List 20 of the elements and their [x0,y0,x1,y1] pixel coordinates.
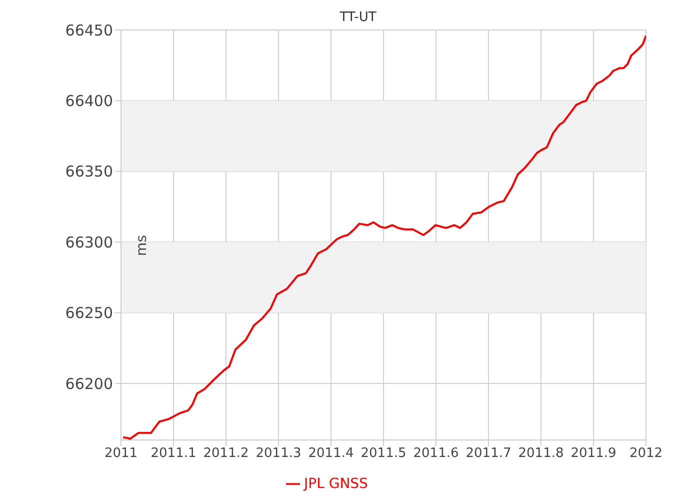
x-tick-label: 2011 [104,446,138,462]
x-tick-label: 2011.4 [308,446,354,462]
chart-title: TT-UT [340,10,376,25]
x-tick-label: 2011.2 [203,446,249,462]
y-tick-label: 66300 [65,233,113,252]
y-tick-label: 66350 [65,162,113,181]
x-tick-label: 2011.6 [413,446,459,462]
legend-label: JPL GNSS [304,476,368,492]
y-tick-label: 66200 [65,374,113,393]
x-tick-label: 2011.1 [150,446,196,462]
x-tick-label: 2012 [629,446,663,462]
x-tick-label: 2011.9 [570,446,616,462]
y-axis-title: ms [134,235,150,256]
y-tick-label: 66400 [65,92,113,110]
y-tick-label: 66450 [65,21,113,40]
y-tick-label: 66250 [65,304,113,322]
x-tick-label: 2011.8 [518,446,564,462]
x-tick-label: 2011.3 [256,446,302,462]
x-tick-label: 2011.7 [466,446,512,462]
x-tick-label: 2011.5 [360,446,406,462]
